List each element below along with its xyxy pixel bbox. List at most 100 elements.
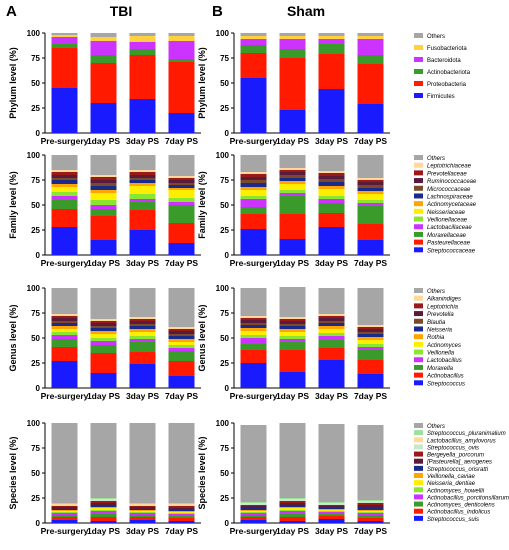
chart-a-row3-bar-7day-ps-actinobacillus-porcitonsillarum <box>168 514 195 516</box>
chart-b-row2-ytick-label: 75 <box>220 309 229 318</box>
chart-b-row1-bar-3day-ps-prevotellaceae <box>318 173 345 176</box>
chart-b-row2-legend-swatch <box>414 380 423 386</box>
chart-b-row2-bar-1day-ps-others <box>279 287 306 317</box>
chart-a-row1-bar-1day-ps-micrococcaceae <box>90 183 117 186</box>
chart-a-row2-bar-3day-ps-others <box>129 288 156 317</box>
chart-a-row0-bar-7day-ps-bacteroidota <box>168 41 195 59</box>
chart-a-row0-bar-3day-ps-bacteroidota <box>129 42 156 49</box>
chart-a-row1-bar-1day-ps-lachnospiraceae <box>90 186 117 190</box>
chart-b-row2-legend-swatch <box>414 364 423 370</box>
chart-b-row2: Genus level (%) 0 25 50 75 100 Pre-surgery1day… <box>197 284 465 401</box>
chart-b-row1-bar-pre-surgery-moraxellaceae <box>240 207 267 214</box>
chart-a-row3-bar-pre-surgery-veillonella-caviae <box>51 510 78 511</box>
chart-a-row1-bar-7day-ps-leptotrichiaceae <box>168 176 195 178</box>
chart-b-row1: Family level (%) 0 25 50 75 100 Pre-surgery1da… <box>197 151 477 268</box>
chart-a-row2-bar-1day-ps-actinomyces <box>90 334 117 338</box>
chart-b-row0-bar-pre-surgery-others <box>240 33 267 36</box>
chart-b-row1-legend-label: Ruminococcaceae <box>427 179 477 185</box>
chart-b-row3-bar-7day-ps-actinobacillus-porcitonsillarum <box>357 513 384 515</box>
chart-a-row2-bar-1day-ps-moraxella <box>90 345 117 353</box>
chart-a-row1-bar-3day-ps-ruminococcaceae <box>129 175 156 178</box>
chart-b-row2-xtick-label: 3day PS <box>315 391 348 401</box>
chart-a-row1-bar-7day-ps-veillonellaceae <box>168 198 195 202</box>
chart-a-row0-ytick-label: 75 <box>31 54 40 63</box>
chart-b-row1-legend-swatch <box>414 208 423 214</box>
chart-a-row1-ytick-label: 0 <box>36 251 41 260</box>
chart-a-row2-bar-1day-ps-neisseria <box>90 328 117 331</box>
chart-b-row3-bar-3day-ps-actinomyces-denticolens <box>318 514 345 516</box>
chart-b-row3-bar-7day-ps-actinomyces-howellii <box>357 512 384 513</box>
chart-b-row1-bar-1day-ps-prevotellaceae <box>279 170 306 172</box>
chart-b-row1-bar-7day-ps-lactobacillaceae <box>357 203 384 206</box>
chart-b-row2-bar-7day-ps-moraxella <box>357 350 384 360</box>
chart-b-row2-bar-1day-ps-actinomyces <box>279 332 306 336</box>
chart-b-row3-legend-swatch <box>414 451 423 457</box>
chart-a-row3-bar-pre-surgery-bergeyella-porcorum <box>51 506 78 507</box>
chart-b-row3-legend-label: Streptococcus_pluranimalium <box>427 431 506 437</box>
chart-a-row1-bar-pre-surgery-micrococcaceae <box>51 178 78 180</box>
chart-b-row3-bar-pre-surgery-streptococcus-suis <box>240 520 267 523</box>
chart-b-row3-bar-7day-ps-streptococcus-pluranimalium <box>357 500 384 501</box>
chart-a-row0: Phylum level (%) 0 25 50 75 100 Pre-surgery1da… <box>8 29 201 146</box>
chart-a-row3-bar-3day-ps-streptococcus-suis <box>129 520 156 523</box>
chart-a-row2-bar-7day-ps-blautia <box>168 334 195 336</box>
chart-a-row2-bar-3day-ps-veillonella <box>129 336 156 339</box>
chart-b-row1-legend-label: Leptotrichiaceae <box>427 164 472 170</box>
chart-b-row1-legend-swatch <box>414 185 423 191</box>
chart-b-row1-bar-3day-ps-micrococcaceae <box>318 179 345 182</box>
chart-b-row3-bar-pre-surgery-actinobacillus-indolicus <box>240 517 267 520</box>
chart-a-row1: Family level (%) 0 25 50 75 100 Pre-surgery1da… <box>8 151 201 268</box>
chart-b-row1-legend-swatch <box>414 155 423 160</box>
chart-b-row1-bar-1day-ps-others <box>279 155 306 168</box>
chart-b-row2-bar-3day-ps-actinobacillus <box>318 348 345 360</box>
chart-b-row3-legend-label: Lactobacillus_amylovorus <box>427 438 496 444</box>
chart-a-row0-bar-1day-ps-fusobacteriota <box>90 37 117 41</box>
chart-b-row3-bar-pre-surgery-actinobacillus-porcitonsillarum <box>240 513 267 515</box>
chart-a-row3-xtick-label: Pre-surgery <box>41 526 89 536</box>
chart-b-row3-bar-3day-ps-streptococcus-pluranimalium <box>318 502 345 503</box>
chart-b-row2-bar-3day-ps-leptotrichia <box>318 316 345 318</box>
chart-a-row2-bar-1day-ps-others <box>90 288 117 319</box>
chart-b-row3: Species level (%) 0 25 50 75 100 Pre-surgery1d… <box>197 419 509 536</box>
chart-a-row2-bar-pre-surgery-neisseria <box>51 323 78 326</box>
chart-a-row2-bar-3day-ps-streptococcus <box>129 364 156 388</box>
chart-a-row1-bar-pre-surgery-actinomycetaceae <box>51 184 78 187</box>
chart-b-row1-bar-3day-ps-leptotrichiaceae <box>318 171 345 173</box>
chart-a-row2-bar-3day-ps-rothia <box>129 329 156 332</box>
chart-b-row1-legend-swatch <box>414 201 423 207</box>
chart-a-row1-bar-3day-ps-neisseriaceae <box>129 186 156 194</box>
chart-b-row1-bar-pre-surgery-prevotellaceae <box>240 174 267 177</box>
chart-a-row2-bar-1day-ps-veillonella <box>90 338 117 341</box>
chart-b-row1-bar-pre-surgery-leptotrichiaceae <box>240 172 267 174</box>
chart-b-row2-bar-7day-ps-veillonella <box>357 344 384 347</box>
chart-a-row1-bar-7day-ps-actinomycetaceae <box>168 188 195 190</box>
chart-a-row2-bar-7day-ps-alkanindiges <box>168 327 195 329</box>
chart-a-row3-ytick-label: 25 <box>31 494 40 503</box>
chart-b-row3-legend-swatch <box>414 508 423 514</box>
chart-a-row3-bar-3day-ps-actinomyces-denticolens <box>129 515 156 517</box>
chart-a-row1-bar-pre-surgery-pasteurellaceae <box>51 209 78 227</box>
chart-b-row3-legend-swatch <box>414 515 423 521</box>
chart-a-row1-bar-1day-ps-neisseriaceae <box>90 193 117 200</box>
chart-b-row0-bar-7day-ps-proteobacteria <box>357 64 384 104</box>
chart-a-row3-bar-3day-ps-actinobacillus-porcitonsillarum <box>129 513 156 515</box>
chart-a-row3-bar-1day-ps-neisseria-dentiae <box>90 508 117 510</box>
chart-b-row2-bar-3day-ps-neisseria <box>318 323 345 326</box>
chart-b-row3-ylabel: Species level (%) <box>197 436 207 509</box>
chart-a-row0-bar-1day-ps-proteobacteria <box>90 63 117 103</box>
chart-b-row3-xtick-label: 3day PS <box>315 526 348 536</box>
chart-b-row0-legend-swatch <box>414 57 423 62</box>
chart-b-row2-bar-3day-ps-others <box>318 288 345 314</box>
chart-a-row2-bar-1day-ps-streptococcus <box>90 373 117 388</box>
chart-a-row2-bar-7day-ps-lactobacillus <box>168 348 195 351</box>
chart-b-row3-legend-swatch <box>414 430 423 436</box>
chart-b-row1-legend-swatch <box>414 216 423 222</box>
chart-b-row3-legend-label: Veillonella_caviae <box>427 474 475 480</box>
chart-a-row0-bar-pre-surgery-fusobacteriota <box>51 35 78 37</box>
chart-b-row3-bar-1day-ps-actinobacillus-porcitonsillarum <box>279 511 306 514</box>
chart-b-row3-xtick-label: Pre-surgery <box>230 526 278 536</box>
chart-b-row1-bar-7day-ps-lachnospiraceae <box>357 188 384 191</box>
chart-b-row3-bar-pre-surgery-neisseria-dentiae <box>240 511 267 512</box>
chart-b-row2-legend-label: Rothia <box>427 335 445 341</box>
